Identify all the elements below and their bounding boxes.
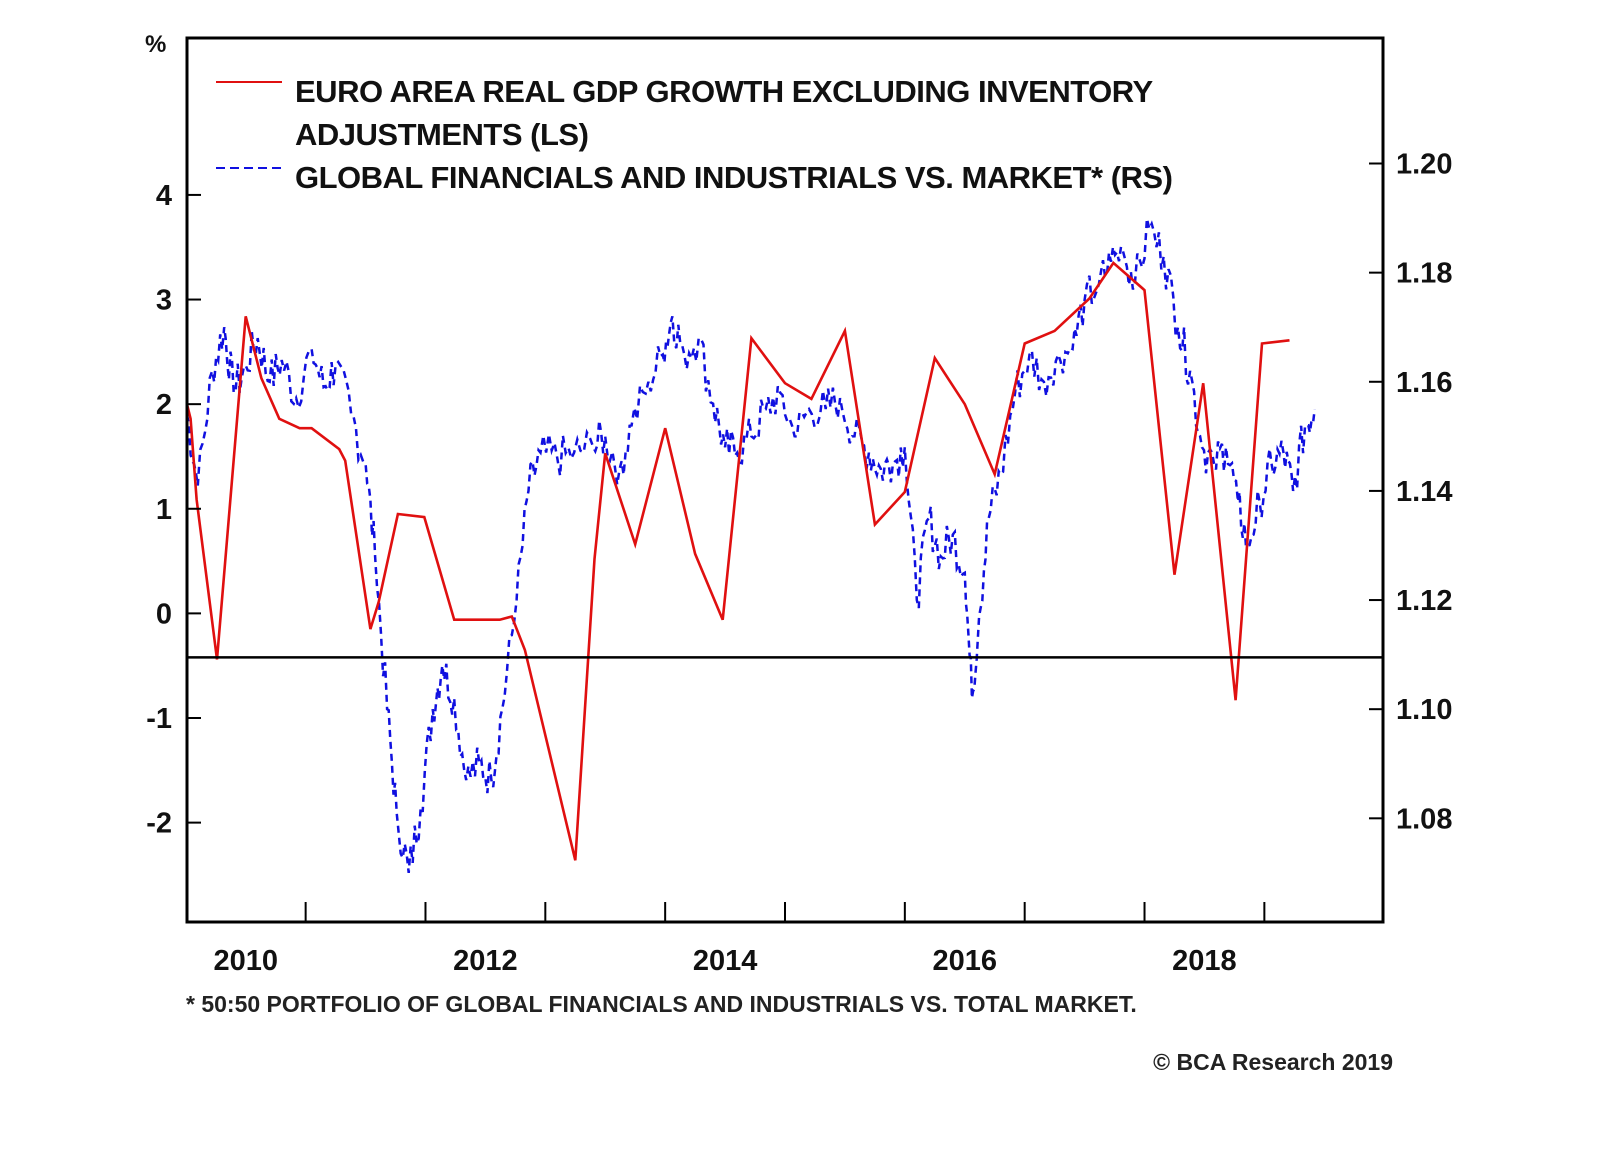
- x-axis-tick-label: 2012: [453, 945, 518, 977]
- left-axis-tick-label: -2: [146, 808, 172, 840]
- left-axis-tick-label: 2: [156, 389, 172, 421]
- legend-label-financials: GLOBAL FINANCIALS AND INDUSTRIALS VS. MA…: [295, 160, 1172, 195]
- right-axis-tick-label: 1.16: [1396, 367, 1452, 399]
- x-axis-tick-label: 2016: [933, 945, 998, 977]
- x-axis-tick-label: 2010: [213, 945, 278, 977]
- axis-ticks: 4 3 2 1 0 -1 -2 1.20 1.18 1.16 1.14 1.12 1.10 1.08 201…: [146, 149, 1452, 977]
- legend: EURO AREA REAL GDP GROWTH EXCLUDING INVE…: [216, 74, 1173, 195]
- left-axis-tick-label: 4: [156, 180, 172, 212]
- legend-label-gdp-line2: ADJUSTMENTS (LS): [295, 117, 588, 152]
- series-layer: [185, 218, 1316, 874]
- series-line-euro-gdp: [185, 260, 1290, 861]
- legend-label-gdp-line1: EURO AREA REAL GDP GROWTH EXCLUDING INVE…: [295, 74, 1153, 109]
- left-axis-tick-label: 1: [156, 494, 172, 526]
- left-axis-tick-label: -1: [146, 703, 172, 735]
- right-axis-tick-label: 1.14: [1396, 476, 1452, 508]
- left-axis-tick-label: 0: [156, 598, 172, 630]
- right-axis-tick-label: 1.08: [1396, 803, 1452, 835]
- series-line-financials-industrials: [185, 218, 1316, 874]
- right-axis-tick-label: 1.18: [1396, 258, 1452, 290]
- left-axis-tick-label: 3: [156, 285, 172, 317]
- right-axis-tick-label: 1.10: [1396, 694, 1452, 726]
- right-axis-tick-label: 1.12: [1396, 585, 1452, 617]
- footnote: * 50:50 PORTFOLIO OF GLOBAL FINANCIALS A…: [186, 991, 1137, 1017]
- left-axis-unit-label: %: [145, 31, 166, 58]
- right-axis-tick-label: 1.20: [1396, 149, 1452, 181]
- credit: © BCA Research 2019: [1153, 1049, 1393, 1075]
- x-axis-tick-label: 2018: [1172, 945, 1237, 977]
- x-axis-tick-label: 2014: [693, 945, 758, 977]
